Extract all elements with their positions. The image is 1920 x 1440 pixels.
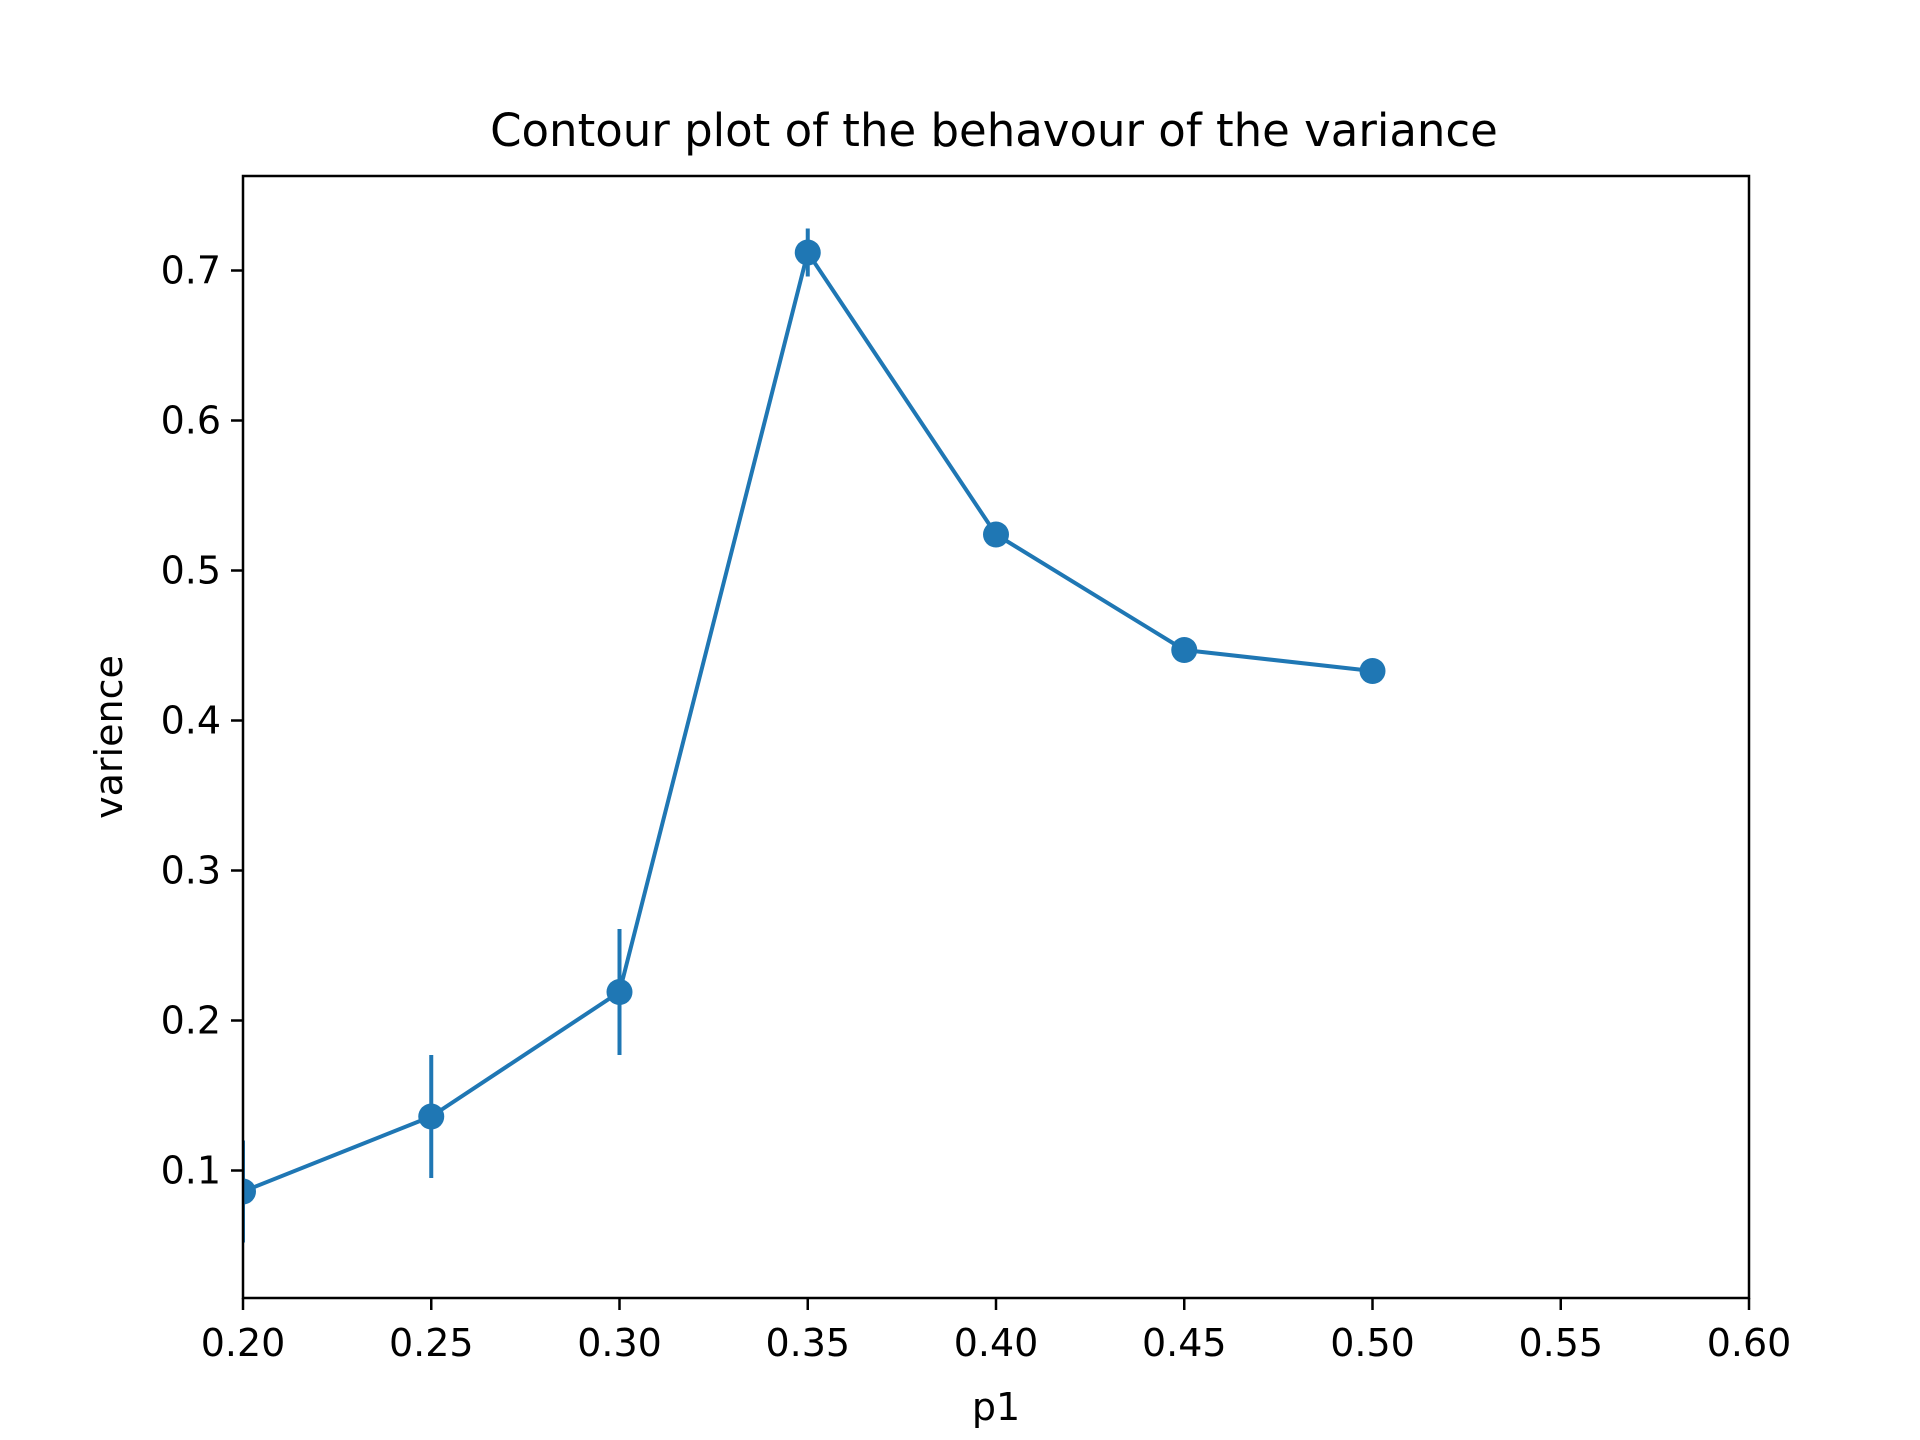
x-tick-label: 0.40 (954, 1321, 1039, 1365)
data-point-marker (606, 979, 633, 1005)
y-axis-ticks: 0.1 0.2 0.3 0.4 0.5 0.6 0.7 (161, 249, 243, 1193)
x-tick-label: 0.55 (1518, 1321, 1603, 1365)
y-axis-label: varience (87, 655, 131, 819)
x-tick-label: 0.60 (1707, 1321, 1792, 1365)
y-tick-label: 0.1 (161, 1149, 221, 1193)
data-point-marker (243, 1178, 256, 1205)
y-tick-label: 0.6 (161, 399, 221, 443)
data-point-marker (983, 521, 1009, 548)
x-tick-label: 0.35 (765, 1321, 850, 1365)
data-point-marker (1359, 658, 1386, 684)
series-group (243, 228, 1386, 1243)
data-point-marker (418, 1103, 445, 1130)
data-point-marker (794, 239, 821, 266)
y-tick-label: 0.4 (161, 699, 221, 743)
x-tick-label: 0.45 (1142, 1321, 1227, 1365)
data-point-marker (1171, 637, 1198, 663)
x-tick-label: 0.20 (201, 1321, 286, 1365)
y-tick-label: 0.7 (161, 249, 221, 293)
series-layer (243, 228, 1386, 1243)
x-tick-label: 0.25 (389, 1321, 474, 1365)
y-tick-label: 0.5 (161, 549, 221, 593)
x-axis-ticks: 0.20 0.25 0.30 0.35 0.40 0.45 0.50 0.55 0.60 (201, 1298, 1792, 1365)
x-tick-label: 0.30 (577, 1321, 662, 1365)
x-tick-label: 0.50 (1330, 1321, 1415, 1365)
chart-title: Contour plot of the behavour of the vari… (490, 104, 1498, 157)
y-tick-label: 0.3 (161, 849, 221, 893)
y-tick-label: 0.2 (161, 999, 221, 1043)
x-axis-label: p1 (972, 1385, 1020, 1429)
